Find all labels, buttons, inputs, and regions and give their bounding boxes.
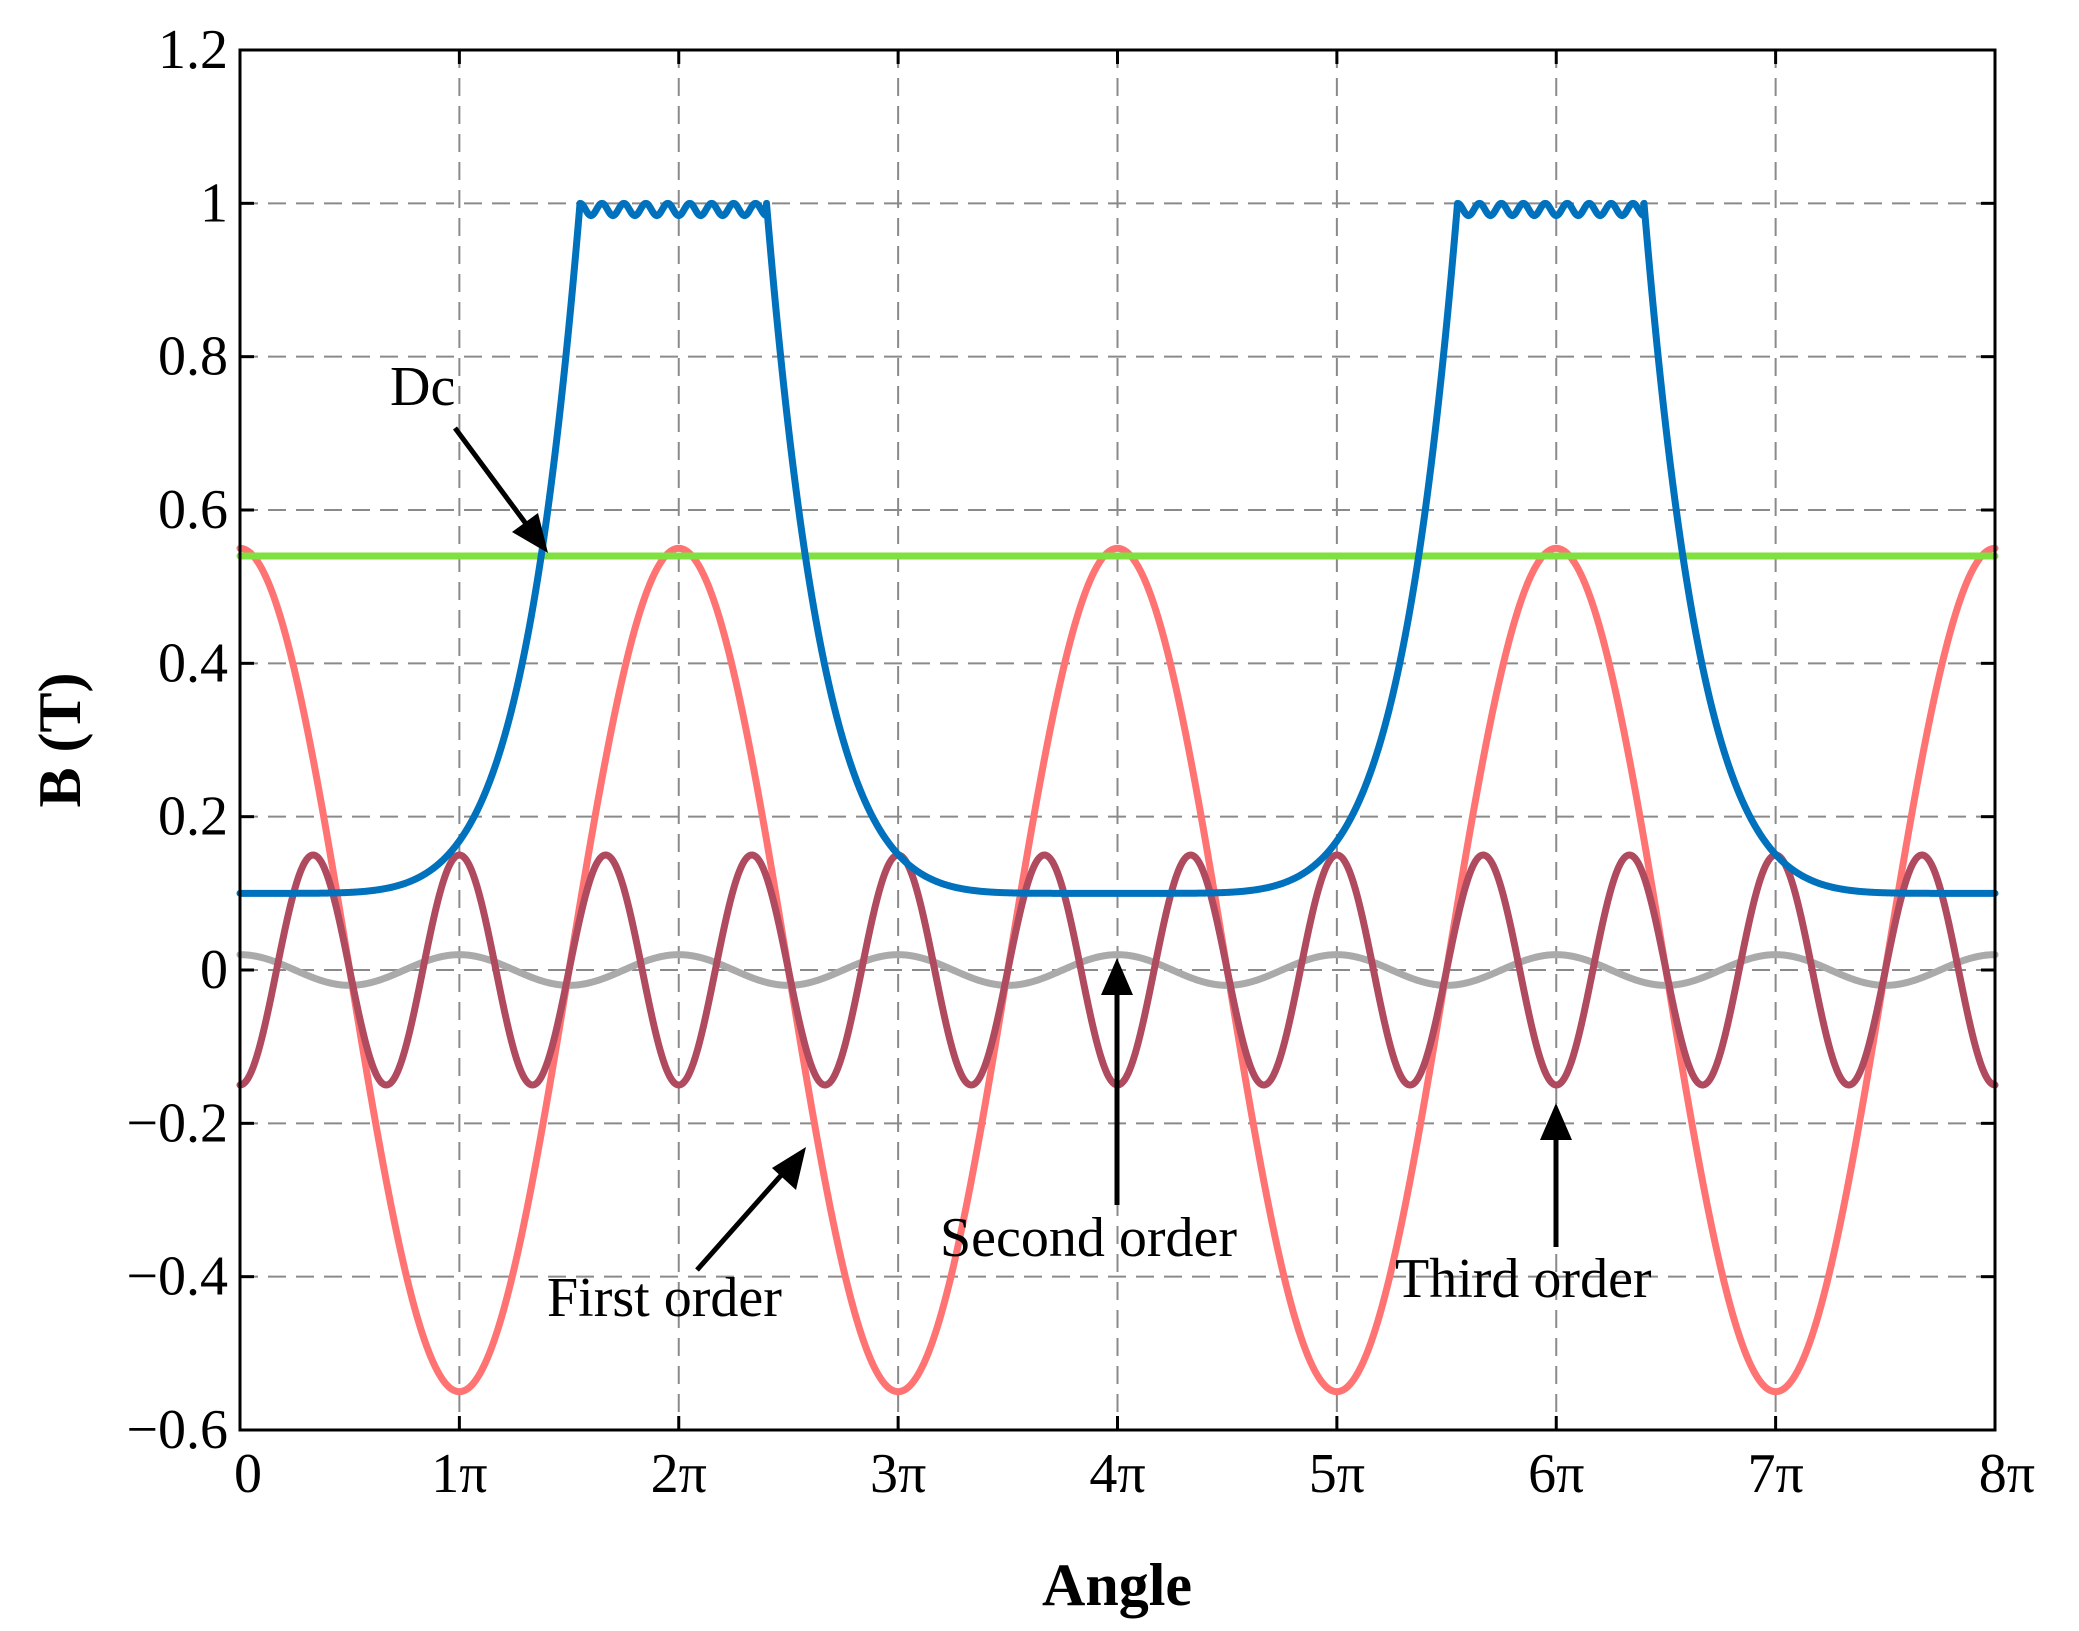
x-tick-label: 3π bbox=[870, 1443, 926, 1505]
first-order-arrowhead bbox=[772, 1147, 806, 1190]
y-tick-label: 0.6 bbox=[158, 479, 228, 541]
x-tick-label: 6π bbox=[1528, 1443, 1584, 1505]
x-tick-label: 4π bbox=[1089, 1443, 1145, 1505]
dc-arrow bbox=[452, 426, 541, 542]
first-order-line bbox=[236, 544, 1999, 1396]
tick-labels: −0.6 −0.4 −0.2 0 0.2 0.4 0.6 0.8 1 1.2 0 1π 2π 3π 4π 5π… bbox=[126, 19, 2035, 1505]
dc-arrowhead bbox=[512, 513, 548, 553]
x-tick-label: 8π bbox=[1979, 1443, 2035, 1505]
second-order-line bbox=[236, 951, 1999, 989]
x-tick-label: 1π bbox=[431, 1443, 487, 1505]
flux-density-line bbox=[236, 199, 1999, 897]
y-tick-label: 0.2 bbox=[158, 786, 228, 848]
second-order-arrowhead bbox=[1101, 958, 1133, 995]
x-axis-title: Angle bbox=[1042, 1552, 1192, 1618]
y-tick-label: 0 bbox=[200, 939, 228, 1001]
third-order-label: Third order bbox=[1395, 1248, 1652, 1310]
x-tick-label: 5π bbox=[1309, 1443, 1365, 1505]
y-tick-label: −0.2 bbox=[126, 1092, 228, 1154]
x-tick-label: 7π bbox=[1747, 1443, 1803, 1505]
second-order-label: Second order bbox=[940, 1207, 1237, 1269]
annotations: Dc First order Second order Third order bbox=[390, 356, 1652, 1329]
first-order-label: First order bbox=[547, 1267, 782, 1329]
first-order-arrow bbox=[695, 1161, 794, 1272]
y-tick-label: 0.8 bbox=[158, 326, 228, 388]
y-tick-label: 1 bbox=[200, 172, 228, 234]
y-axis-title: B (T) bbox=[27, 673, 93, 808]
y-tick-label: 0.4 bbox=[158, 632, 228, 694]
third-order-arrowhead bbox=[1540, 1103, 1572, 1140]
x-tick-label: 2π bbox=[651, 1443, 707, 1505]
x-tick-label: 0 bbox=[234, 1443, 262, 1505]
axis-ticks bbox=[238, 48, 1997, 1432]
y-tick-label: −0.4 bbox=[126, 1246, 228, 1308]
y-tick-label: 1.2 bbox=[158, 19, 228, 81]
dc-label: Dc bbox=[390, 356, 455, 418]
y-tick-label: −0.6 bbox=[126, 1399, 228, 1461]
